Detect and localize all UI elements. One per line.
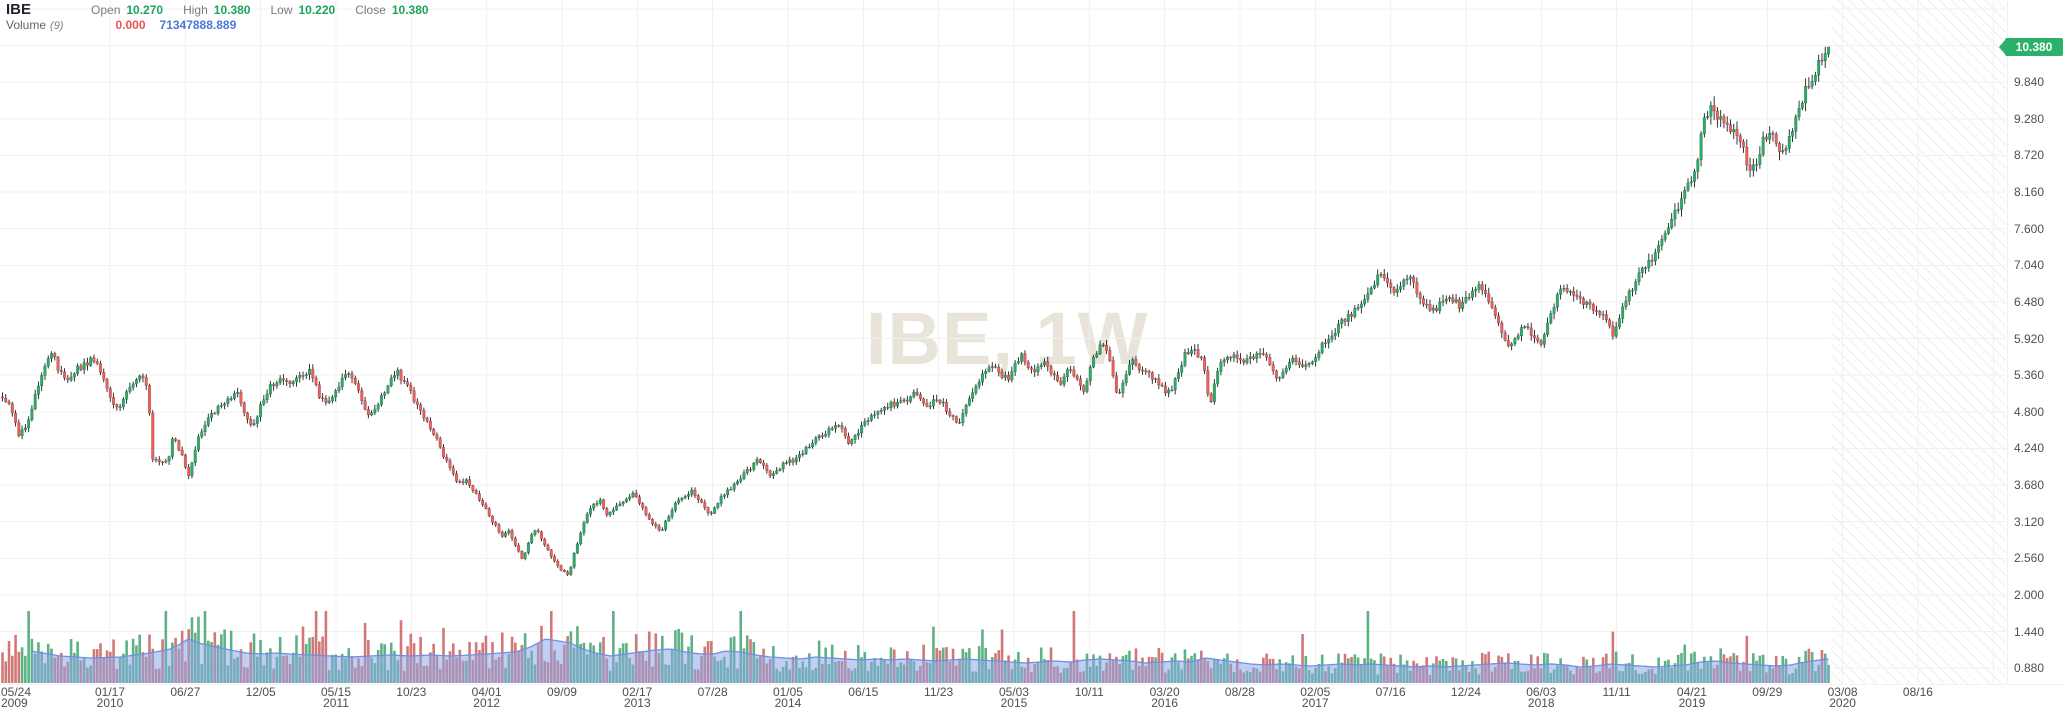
price-axis-label: 2.560 — [2014, 551, 2045, 566]
volume-ma-value: 71347888.889 — [159, 18, 237, 32]
time-axis-label: 01/05 2014 — [772, 685, 803, 709]
chart-canvas[interactable] — [0, 0, 2007, 684]
time-axis[interactable]: 05/24 2009 01/17 2010 06/27 12/05 05/15 2011 10/… — [0, 684, 2064, 709]
time-axis-label: 06/27 — [170, 685, 201, 699]
price-axis[interactable]: 9.840 9.280 8.720 8.160 7.600 7.040 6.480 5.920… — [2007, 0, 2064, 684]
volume-ma-period: (9) — [50, 20, 64, 32]
open-value: 10.270 — [126, 3, 164, 17]
price-axis-label: 5.360 — [2014, 368, 2045, 383]
time-axis-label: 07/16 — [1375, 685, 1406, 699]
price-axis-label: 0.880 — [2014, 661, 2045, 676]
close-label: Close — [355, 3, 386, 17]
ohlc-legend[interactable]: IBE Open 10.270 High 10.380 Low 10.220 C… — [6, 1, 429, 18]
time-axis-label: 07/28 — [697, 685, 728, 699]
time-axis-label: 11/11 — [1602, 685, 1631, 699]
volume-legend[interactable]: Volume (9) 0.000 71347888.889 — [6, 18, 236, 32]
time-axis-label: 09/09 — [546, 685, 577, 699]
price-axis-label: 4.240 — [2014, 441, 2045, 456]
time-axis-label: 10/11 — [1074, 685, 1104, 699]
time-axis-label: 11/23 — [924, 685, 954, 699]
last-price-value: 10.380 — [2015, 40, 2053, 54]
open-label: Open — [91, 3, 121, 17]
time-axis-label: 04/01 2012 — [471, 685, 502, 709]
time-axis-label: 06/15 — [848, 685, 879, 699]
price-axis-label: 8.160 — [2014, 185, 2045, 200]
time-axis-label: 02/05 2017 — [1300, 685, 1331, 709]
price-axis-label: 8.720 — [2014, 148, 2045, 163]
high-label: High — [183, 3, 208, 17]
time-axis-label: 12/05 — [245, 685, 276, 699]
time-axis-label: 05/24 2009 — [1, 685, 32, 709]
price-axis-label: 9.840 — [2014, 75, 2045, 90]
time-axis-label: 03/20 2016 — [1149, 685, 1180, 709]
high-value: 10.380 — [213, 3, 251, 17]
price-axis-label: 3.680 — [2014, 478, 2045, 493]
time-axis-label: 03/08 2020 — [1827, 685, 1858, 709]
symbol-label: IBE — [6, 1, 32, 18]
future-area-hatch — [1831, 0, 2006, 684]
time-axis-label: 12/24 — [1450, 685, 1481, 699]
time-axis-label: 10/23 — [396, 685, 427, 699]
time-axis-label: 08/28 — [1224, 685, 1255, 699]
time-axis-label: 05/03 2015 — [998, 685, 1029, 709]
time-axis-label: 04/21 2019 — [1676, 685, 1707, 709]
price-axis-label: 4.800 — [2014, 404, 2045, 419]
price-axis-label: 6.480 — [2014, 294, 2045, 309]
price-axis-label: 9.280 — [2014, 111, 2045, 126]
price-axis-label: 1.440 — [2014, 624, 2045, 639]
time-axis-label: 08/16 — [1902, 685, 1933, 699]
time-axis-label: 09/29 — [1752, 685, 1783, 699]
close-value: 10.380 — [391, 3, 429, 17]
time-axis-label: 06/03 2018 — [1526, 685, 1557, 709]
price-axis-label: 7.600 — [2014, 221, 2045, 236]
last-price-badge: 10.380 — [1999, 38, 2063, 56]
price-axis-label: 3.120 — [2014, 514, 2045, 529]
time-axis-label: 01/17 2010 — [94, 685, 126, 709]
time-axis-label: 05/15 2011 — [320, 685, 351, 709]
price-axis-label: 5.920 — [2014, 331, 2045, 346]
volume-label: Volume — [6, 18, 47, 32]
low-label: Low — [270, 3, 293, 17]
time-axis-label: 02/17 2013 — [622, 685, 653, 709]
low-value: 10.220 — [298, 3, 336, 17]
volume-value: 0.000 — [115, 18, 146, 32]
price-axis-label: 2.000 — [2014, 587, 2045, 602]
price-axis-label: 7.040 — [2014, 258, 2045, 273]
